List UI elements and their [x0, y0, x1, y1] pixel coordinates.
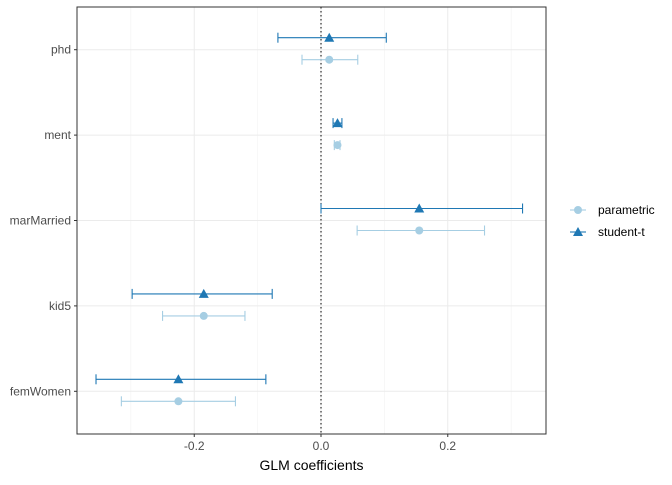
series-parametric — [120, 54, 486, 407]
marks-layer — [95, 32, 524, 407]
y-tick-label: ment — [44, 128, 71, 142]
point-phd — [324, 32, 335, 42]
x-tick-label: 0.0 — [313, 439, 330, 453]
point-ment — [332, 118, 343, 128]
legend-item-student-t: student-t — [570, 225, 645, 239]
legend-label: student-t — [598, 225, 645, 239]
y-tick-label: kid5 — [49, 299, 71, 313]
point-kid5 — [199, 311, 208, 320]
grid-layer — [77, 7, 546, 434]
x-tick-label: -0.2 — [184, 439, 205, 453]
legend-label: parametric — [598, 203, 655, 217]
x-tick-label: 0.2 — [439, 439, 456, 453]
point-femWomen — [173, 374, 184, 384]
point-marMarried — [414, 203, 425, 213]
point-ment — [333, 141, 342, 150]
y-tick-labels: phd ment marMarried kid5 femWomen — [10, 43, 77, 398]
legend-key-triangle — [573, 227, 583, 236]
series-student-t — [95, 32, 524, 385]
legend-key-circle — [574, 206, 582, 214]
x-tick-labels: -0.2 0.0 0.2 — [184, 434, 456, 453]
point-kid5 — [198, 288, 209, 298]
x-axis-title: GLM coefficients — [259, 457, 363, 473]
y-tick-label: phd — [51, 43, 71, 57]
legend-item-parametric: parametric — [570, 203, 655, 217]
y-tick-label: femWomen — [10, 384, 71, 398]
point-marMarried — [415, 226, 424, 235]
legend: parametric student-t — [570, 203, 655, 239]
point-phd — [325, 55, 334, 64]
point-femWomen — [174, 397, 183, 406]
y-tick-label: marMarried — [10, 214, 71, 228]
